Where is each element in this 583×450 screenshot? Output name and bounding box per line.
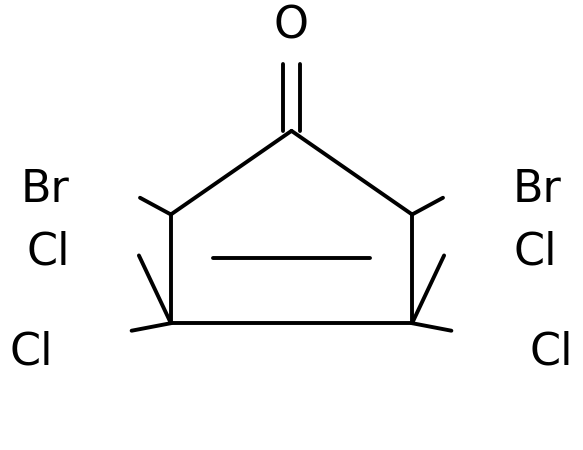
Text: Cl: Cl	[9, 331, 53, 374]
Text: Br: Br	[21, 168, 70, 211]
Text: Br: Br	[513, 168, 562, 211]
Text: Cl: Cl	[26, 230, 70, 274]
Text: Cl: Cl	[530, 331, 574, 374]
Text: O: O	[274, 4, 309, 47]
Text: Cl: Cl	[513, 230, 557, 274]
